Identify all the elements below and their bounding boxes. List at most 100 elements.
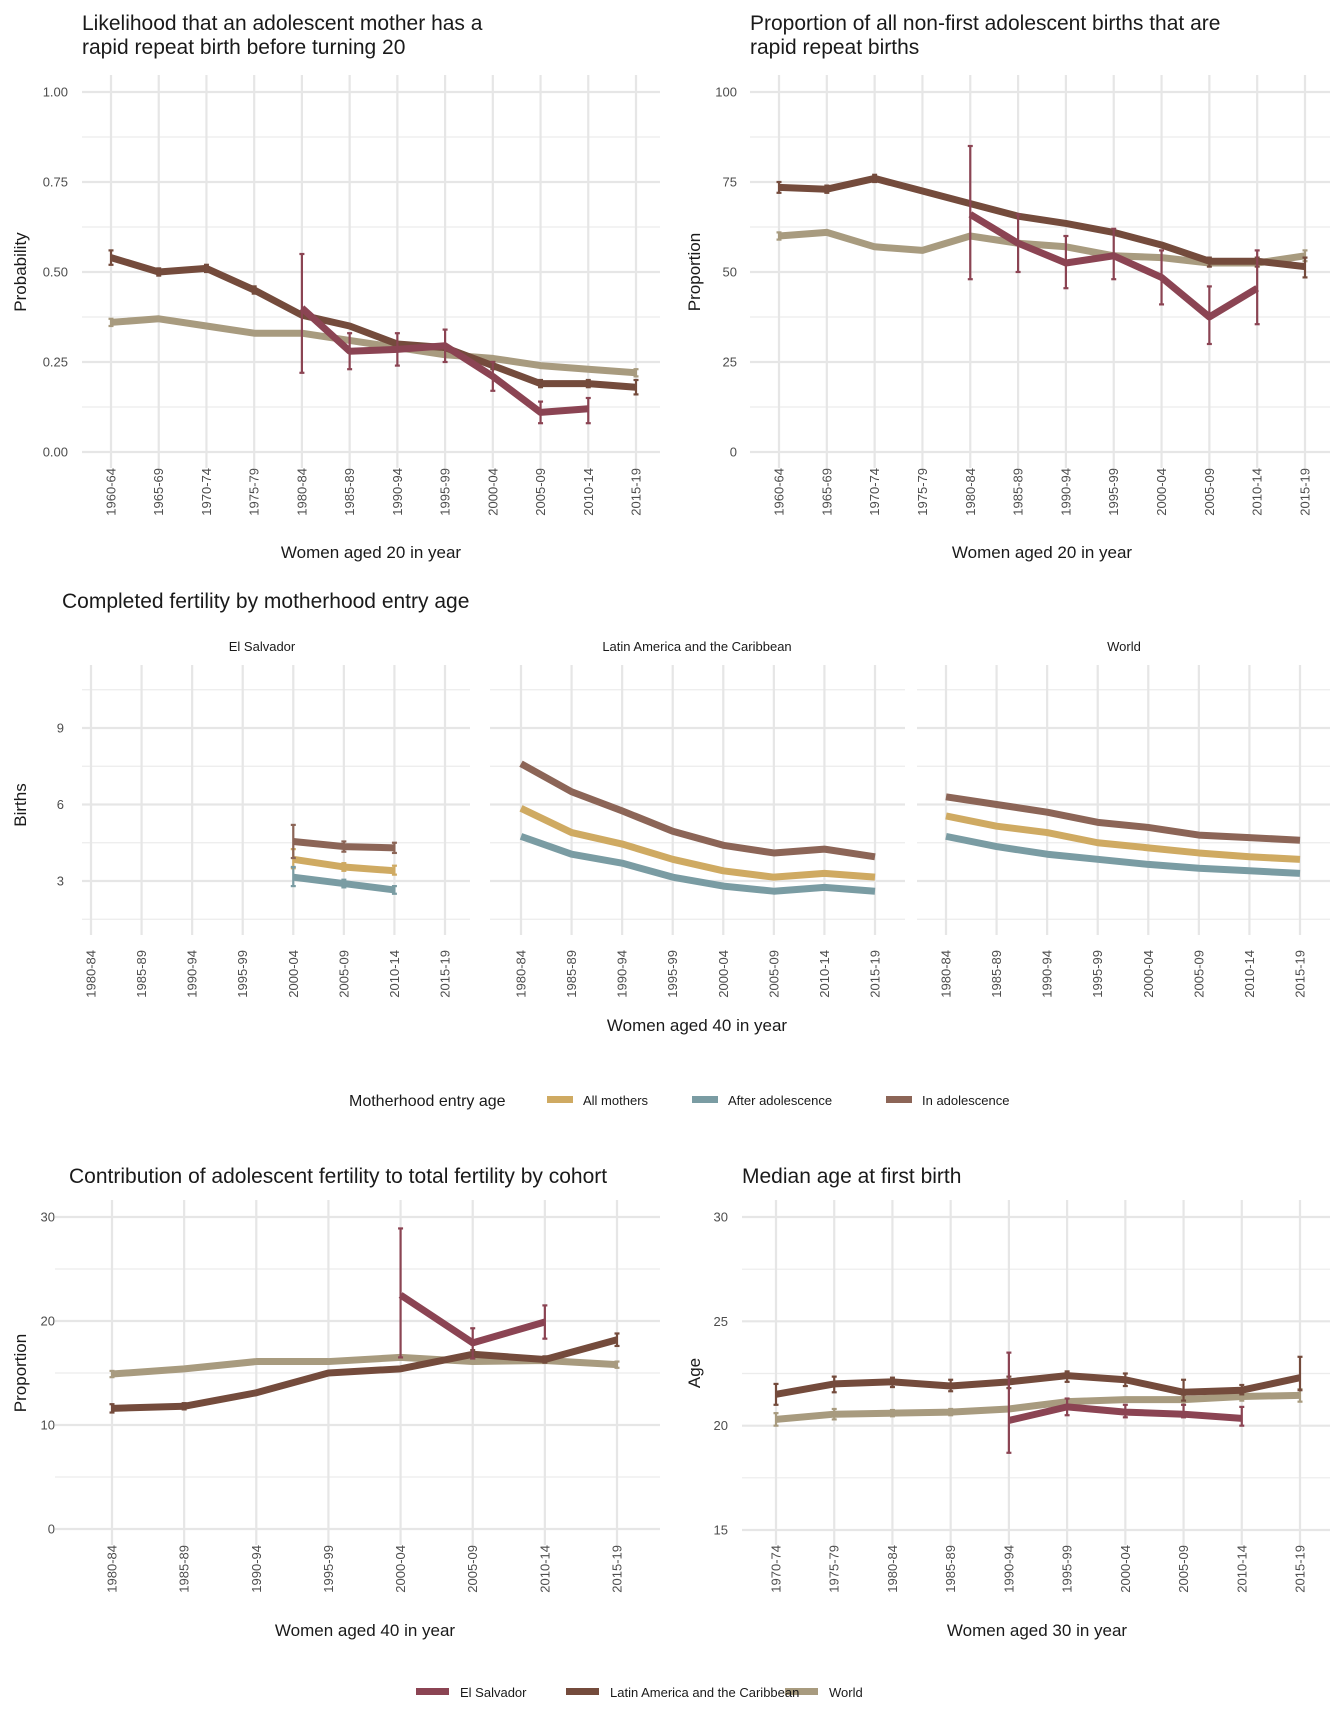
x-tick-label: 1980-84 (514, 950, 529, 998)
x-tick-label: 2010-14 (1234, 1545, 1249, 1593)
x-tick-label: 1980-84 (105, 1545, 120, 1593)
x-tick-label: 2010-14 (387, 950, 402, 998)
x-tick-label: 2005-09 (533, 468, 548, 516)
y-tick-label: 0 (730, 445, 737, 460)
legend-key-all-mothers (547, 1096, 573, 1103)
x-tick-label: 2010-14 (1242, 950, 1257, 998)
x-tick-label: 1990-94 (390, 468, 405, 516)
legend-label: In adolescence (922, 1093, 1009, 1108)
legend-key-after-adolescence (692, 1096, 718, 1103)
y-tick-label: 50 (723, 265, 737, 280)
x-tick-label: 2000-04 (286, 950, 301, 998)
x-tick-label: 2015-19 (629, 468, 644, 516)
chart-title: Completed fertility by motherhood entry … (62, 590, 469, 613)
facet-strip-label: El Salvador (229, 639, 296, 654)
x-tick-label: 1975-79 (915, 468, 930, 516)
x-tick-label: 2015-19 (1293, 950, 1308, 998)
y-axis-title: Age (685, 1358, 704, 1388)
y-tick-label: 3 (57, 874, 64, 889)
x-tick-label: 2000-04 (485, 468, 500, 516)
x-tick-label: 1985-89 (1011, 468, 1026, 516)
x-tick-label: 1990-94 (249, 1545, 264, 1593)
x-tick-label: 1970-74 (199, 468, 214, 516)
x-tick-label: 1965-69 (151, 468, 166, 516)
x-tick-label: 1990-94 (615, 950, 630, 998)
y-axis-title: Probability (11, 232, 30, 312)
legend-label: World (829, 1685, 863, 1700)
text-labels: 0.00 0.25 0.50 0.75 1.00 1960-64 1965-69 1970-7… (11, 12, 1313, 1700)
x-tick-label: 1990-94 (1058, 468, 1073, 516)
y-tick-label: 10 (41, 1418, 55, 1433)
data-marks (108, 144, 1308, 1695)
x-tick-label: 1975-79 (827, 1545, 842, 1593)
x-tick-label: 1995-99 (321, 1545, 336, 1593)
x-tick-label: 2005-09 (766, 950, 781, 998)
x-axis-title: Women aged 40 in year (275, 1621, 456, 1640)
x-axis-title: Women aged 20 in year (281, 543, 462, 562)
series-line-after-adolescence (519, 833, 876, 895)
x-tick-label: 2015-19 (438, 950, 453, 998)
legend-key-world (785, 1688, 818, 1695)
x-tick-label: 1990-94 (185, 950, 200, 998)
x-axis-title: Women aged 20 in year (952, 543, 1133, 562)
x-axis-title: Women aged 30 in year (947, 1621, 1128, 1640)
x-tick-label: 1985-89 (134, 950, 149, 998)
x-tick-label: 1995-99 (665, 950, 680, 998)
x-tick-label: 2005-09 (1202, 468, 1217, 516)
legend-key-in-adolescence (886, 1096, 912, 1103)
chart-title: Proportion of all non-first adolescent b… (750, 12, 1220, 35)
series-line-latin-america-and-the-caribbean (109, 254, 637, 391)
x-tick-label: 1975-79 (247, 468, 262, 516)
legend-label: Latin America and the Caribbean (610, 1685, 799, 1700)
x-tick-label: 1995-99 (1090, 950, 1105, 998)
x-tick-label: 1980-84 (885, 1545, 900, 1593)
series-line-after-adolescence (945, 832, 1301, 877)
y-tick-label: 6 (57, 797, 64, 812)
legend-title: Motherhood entry age (349, 1093, 506, 1110)
x-tick-label: 1980-84 (294, 468, 309, 516)
y-tick-label: 25 (714, 1314, 728, 1329)
y-tick-label: 30 (41, 1210, 55, 1225)
y-tick-label: 20 (714, 1418, 728, 1433)
gridlines (55, 75, 1330, 1545)
y-tick-label: 0 (48, 1522, 55, 1537)
x-tick-label: 2015-19 (1293, 1545, 1308, 1593)
x-tick-label: 2005-09 (336, 950, 351, 998)
x-tick-label: 1985-89 (943, 1545, 958, 1593)
y-tick-label: 15 (714, 1523, 728, 1538)
x-tick-label: 2005-09 (1191, 950, 1206, 998)
series-line-latin-america-and-the-caribbean (778, 174, 1306, 271)
x-tick-label: 1970-74 (769, 1545, 784, 1593)
chart-title: Contribution of adolescent fertility to … (69, 1165, 607, 1188)
series-line-latin-america-and-the-caribbean (111, 1336, 618, 1412)
series-line-all-mothers (945, 812, 1301, 863)
chart-title: Likelihood that an adolescent mother has… (82, 12, 483, 35)
x-tick-label: 1985-89 (564, 950, 579, 998)
x-axis-title: Women aged 40 in year (607, 1016, 788, 1035)
x-tick-label: 1980-84 (963, 468, 978, 516)
x-tick-label: 2000-04 (1118, 1545, 1133, 1593)
series-line-all-mothers (519, 805, 876, 881)
facet-strip-label: Latin America and the Caribbean (602, 639, 791, 654)
series-line-world (110, 315, 637, 377)
x-tick-label: 2010-14 (581, 468, 596, 516)
y-tick-label: 0.25 (43, 355, 68, 370)
y-tick-label: 20 (41, 1314, 55, 1329)
x-tick-label: 2010-14 (817, 950, 832, 998)
x-tick-label: 1985-89 (177, 1545, 192, 1593)
x-tick-label: 2000-04 (1154, 468, 1169, 516)
x-tick-label: 1980-84 (939, 950, 954, 998)
x-tick-label: 1980-84 (84, 950, 99, 998)
y-tick-label: 0.00 (43, 445, 68, 460)
y-tick-label: 25 (723, 355, 737, 370)
facet-strip-label: World (1107, 639, 1141, 654)
series-line-in-adolescence (519, 760, 876, 861)
x-tick-label: 1995-99 (1106, 468, 1121, 516)
y-axis-title: Proportion (11, 1334, 30, 1412)
y-tick-label: 1.00 (43, 85, 68, 100)
x-tick-label: 1960-64 (772, 468, 787, 516)
x-tick-label: 2015-19 (610, 1545, 625, 1593)
y-tick-label: 30 (714, 1210, 728, 1225)
x-tick-label: 1995-99 (235, 950, 250, 998)
legend-key-latin-america (566, 1688, 599, 1695)
